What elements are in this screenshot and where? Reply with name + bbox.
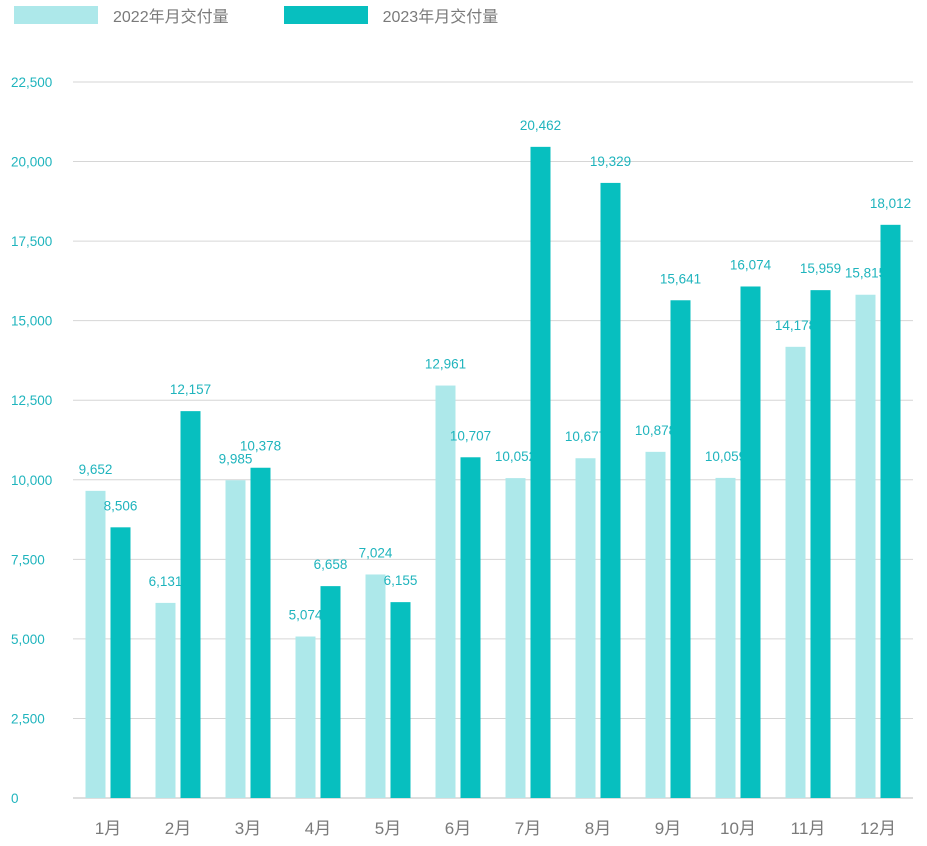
bar-2023 (810, 290, 831, 798)
x-tick-label: 9月 (655, 819, 681, 838)
data-label-2022: 7,024 (359, 545, 393, 560)
legend-label-2023: 2023年月交付量 (382, 9, 499, 26)
data-label-2022: 12,961 (425, 357, 466, 372)
x-tick-label: 10月 (720, 819, 756, 838)
data-label-2023: 18,012 (870, 196, 911, 211)
bar-2022 (85, 490, 106, 798)
bar-2022 (575, 458, 596, 798)
y-tick-label: 17,500 (11, 234, 52, 249)
bar-2022 (785, 346, 806, 798)
y-tick-label: 12,500 (11, 393, 52, 408)
legend-swatch-2022 (14, 6, 98, 24)
data-label-2022: 10,059 (705, 449, 746, 464)
x-tick-label: 5月 (375, 819, 401, 838)
legend: 2022年月交付量 2023年月交付量 (0, 0, 498, 30)
bar-2022 (435, 385, 456, 798)
x-tick-label: 3月 (235, 819, 261, 838)
bar-2023 (670, 300, 691, 798)
x-tick-label: 11月 (791, 819, 826, 838)
y-tick-label: 7,500 (11, 552, 45, 567)
bar-2023 (110, 527, 131, 798)
bar-2022 (715, 477, 736, 798)
y-tick-label: 5,000 (11, 632, 45, 647)
bar-2022 (645, 451, 666, 798)
data-label-2023: 12,157 (170, 382, 211, 397)
bar-2023 (880, 224, 901, 799)
x-tick-label: 1月 (95, 819, 121, 838)
x-tick-label: 12月 (860, 819, 896, 838)
bar-2023 (740, 286, 761, 798)
bar-2022 (365, 574, 386, 798)
x-tick-label: 4月 (305, 819, 331, 838)
y-tick-label: 20,000 (11, 155, 52, 170)
data-label-2023: 20,462 (520, 118, 561, 133)
data-label-2022: 6,131 (149, 574, 183, 589)
data-label-2023: 6,658 (314, 557, 348, 572)
data-label-2022: 9,652 (79, 462, 113, 477)
bar-2023 (460, 457, 481, 798)
bar-2022 (295, 636, 316, 798)
bar-2023 (530, 146, 551, 798)
y-tick-label: 0 (11, 791, 19, 806)
bar-2023 (180, 411, 201, 798)
bar-2023 (600, 182, 621, 798)
data-label-2023: 10,707 (450, 428, 491, 443)
data-label-2022: 5,074 (289, 608, 323, 623)
bar-2022 (855, 294, 876, 798)
y-tick-label: 22,500 (11, 75, 52, 90)
legend-item-2022: 2022年月交付量 (14, 3, 229, 27)
bar-2023 (320, 586, 341, 798)
y-tick-label: 10,000 (11, 473, 52, 488)
data-label-2022: 9,985 (219, 451, 253, 466)
x-tick-label: 7月 (515, 819, 541, 838)
data-label-2022: 10,052 (495, 449, 536, 464)
data-label-2023: 8,506 (104, 498, 138, 513)
data-label-2023: 19,329 (590, 154, 631, 169)
data-label-2023: 15,959 (800, 261, 841, 276)
x-tick-label: 8月 (585, 819, 611, 838)
legend-label-2022: 2022年月交付量 (113, 9, 229, 26)
data-label-2022: 10,677 (565, 429, 606, 444)
y-tick-label: 2,500 (11, 711, 45, 726)
bar-2022 (225, 480, 246, 798)
x-tick-label: 6月 (445, 819, 471, 838)
data-label-2022: 14,178 (775, 318, 816, 333)
bar-2022 (155, 602, 176, 798)
data-label-2023: 16,074 (730, 257, 772, 272)
data-label-2023: 6,155 (384, 573, 418, 588)
x-tick-label: 2月 (165, 819, 191, 838)
data-label-2023: 10,378 (240, 439, 281, 454)
data-label-2023: 15,641 (660, 271, 701, 286)
data-label-2022: 10,878 (635, 423, 676, 438)
bar-2022 (505, 478, 526, 798)
y-tick-label: 15,000 (11, 314, 52, 329)
legend-swatch-2023 (283, 6, 368, 24)
legend-item-2023: 2023年月交付量 (283, 3, 499, 27)
data-label-2022: 15,815 (845, 266, 886, 281)
bar-2023 (390, 602, 411, 798)
bar-2023 (250, 467, 271, 798)
